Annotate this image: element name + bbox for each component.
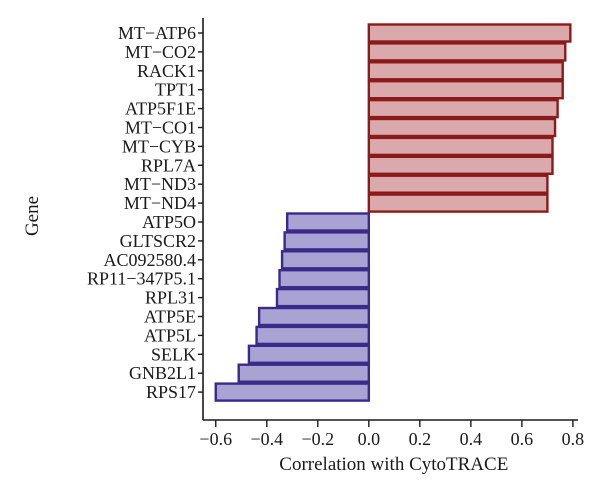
- bar-selk: [247, 344, 371, 364]
- x-tick-label: 0.2: [409, 429, 432, 449]
- x-tick-label: −0.2: [301, 429, 334, 449]
- category-label: MT−CYB: [122, 136, 196, 156]
- y-axis-title: Gene: [22, 196, 43, 236]
- bar-atp5l: [255, 325, 371, 346]
- category-label: RPS17: [146, 382, 196, 402]
- category-label: ATP5F1E: [125, 99, 196, 119]
- category-label: RP11−347P5.1: [87, 269, 196, 289]
- bar-mt-atp6: [367, 23, 572, 43]
- bar-mt-cyb: [367, 136, 554, 157]
- bar-mt-co1: [367, 117, 557, 138]
- category-label: RPL7A: [141, 155, 196, 175]
- bar-mt-nd3: [367, 174, 549, 194]
- bar-rpl31: [275, 287, 371, 308]
- bar-atp5e: [257, 306, 371, 327]
- bar-rack1: [367, 61, 564, 81]
- bar-tpt1: [367, 79, 564, 100]
- category-label: ATP5O: [142, 212, 196, 232]
- category-label: AC092580.4: [103, 250, 196, 270]
- x-tick-label: 0.4: [460, 429, 483, 449]
- bar-mt-co2: [367, 42, 567, 62]
- x-tick-label: −0.4: [250, 429, 283, 449]
- bars-layer: [214, 23, 572, 402]
- x-axis-title: Correlation with CytoTRACE: [279, 454, 508, 475]
- bar-gnb2l1: [237, 363, 371, 383]
- bar-rpl7a: [367, 155, 554, 176]
- category-label: MT−ATP6: [118, 23, 196, 43]
- category-label: SELK: [151, 344, 196, 364]
- x-tick-label: −0.6: [199, 429, 232, 449]
- x-tick-label: 0.8: [562, 429, 585, 449]
- category-label: MT−ND4: [124, 193, 196, 213]
- x-tick-label: 0.6: [511, 429, 534, 449]
- category-label: ATP5E: [144, 307, 196, 327]
- bar-ac092580.4: [280, 250, 371, 270]
- bar-atp5o: [285, 212, 371, 232]
- category-label: MT−CO1: [125, 118, 196, 138]
- category-label: TPT1: [155, 80, 196, 100]
- category-label: MT−CO2: [125, 42, 196, 62]
- category-label: GNB2L1: [129, 363, 196, 383]
- bar-atp5f1e: [367, 98, 559, 119]
- category-label: MT−ND3: [124, 174, 196, 194]
- bar-mt-nd4: [367, 193, 549, 213]
- category-label: RPL31: [145, 288, 196, 308]
- bar-rp11-347p5.1: [278, 269, 371, 289]
- axis-layer: [198, 18, 578, 427]
- category-label: ATP5L: [144, 325, 196, 345]
- bar-rps17: [214, 382, 371, 402]
- category-label: GLTSCR2: [120, 231, 196, 251]
- label-layer: MT−ATP6MT−CO2RACK1TPT1ATP5F1EMT−CO1MT−CY…: [22, 23, 584, 475]
- x-tick-label: 0.0: [358, 429, 381, 449]
- bar-gltscr2: [283, 231, 371, 251]
- category-label: RACK1: [137, 61, 196, 81]
